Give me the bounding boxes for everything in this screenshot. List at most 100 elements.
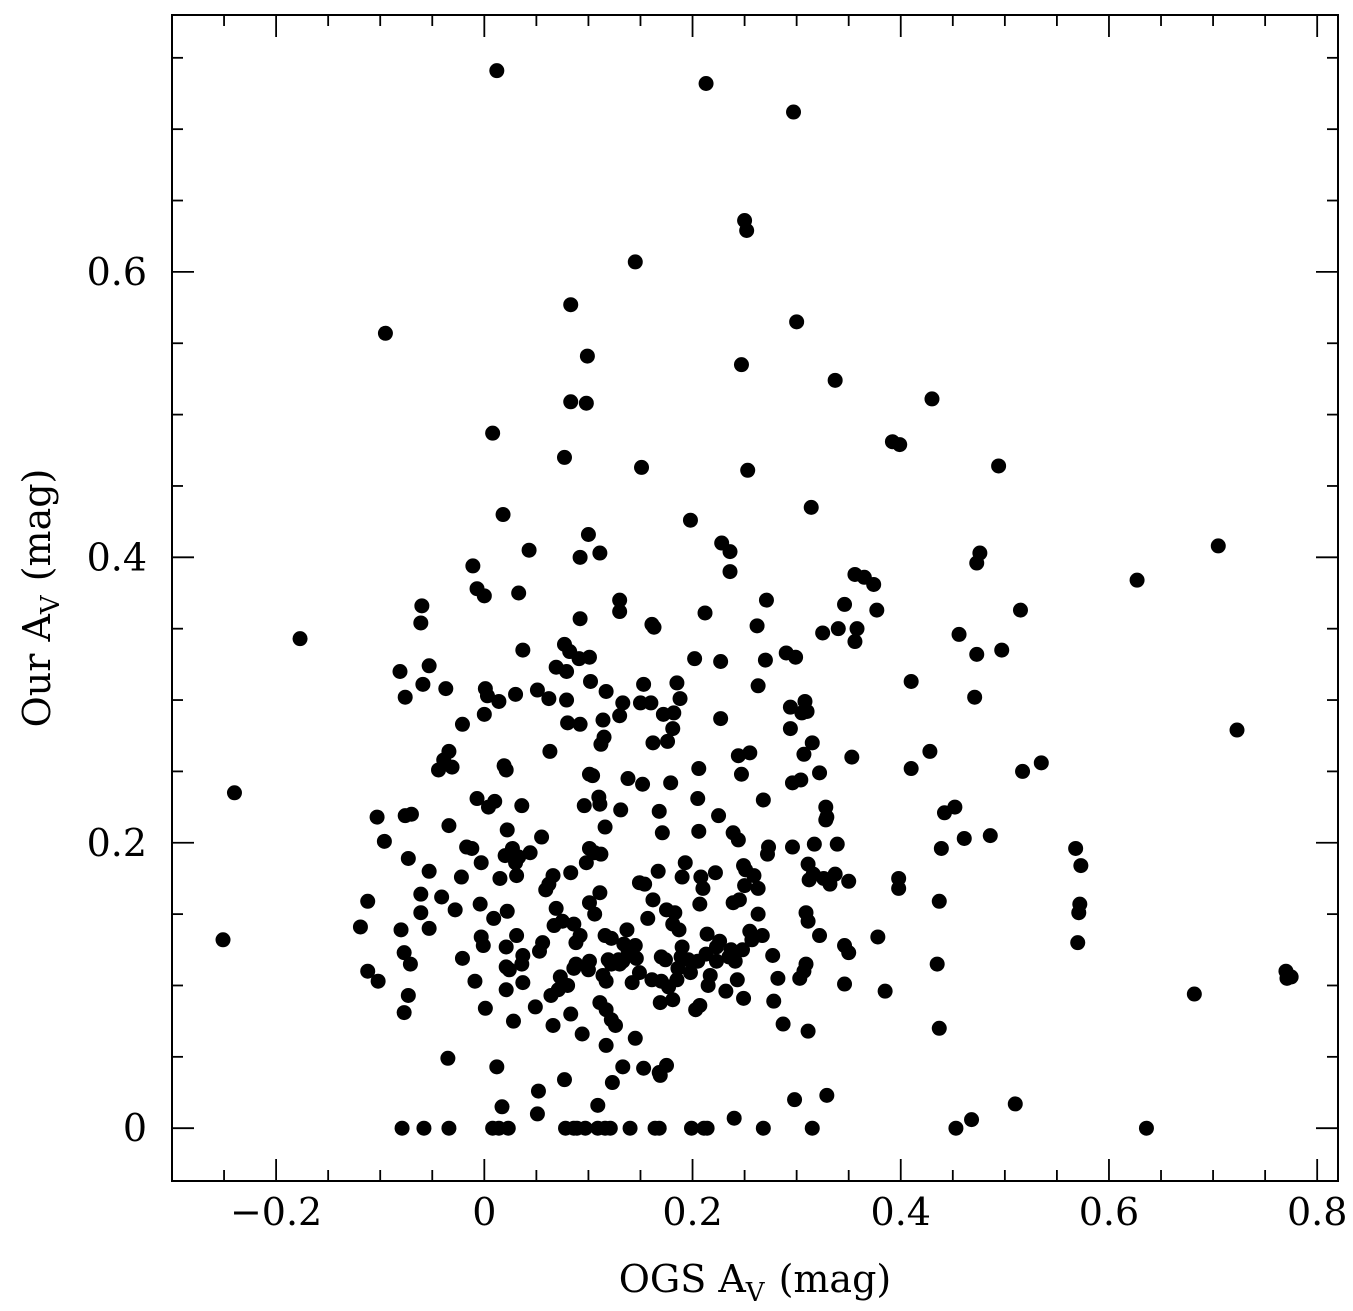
data-point xyxy=(572,611,588,627)
data-point xyxy=(951,626,967,642)
x-tick-label: 0.2 xyxy=(662,1190,722,1234)
data-point xyxy=(485,425,501,441)
data-point xyxy=(597,819,613,835)
data-point xyxy=(592,545,608,561)
data-point xyxy=(529,682,545,698)
data-point xyxy=(352,919,368,935)
data-point xyxy=(515,642,531,658)
data-point xyxy=(572,716,588,732)
data-point xyxy=(956,830,972,846)
data-point xyxy=(501,962,517,978)
y-axis-label: Our AV (mag) xyxy=(15,469,66,728)
data-point xyxy=(700,977,716,993)
data-point xyxy=(563,1006,579,1022)
data-point xyxy=(441,1120,457,1136)
data-point xyxy=(475,938,491,954)
data-point xyxy=(726,1110,742,1126)
data-point xyxy=(492,870,508,886)
data-point xyxy=(392,663,408,679)
data-point xyxy=(891,880,907,896)
data-point xyxy=(620,771,636,787)
data-point xyxy=(657,952,673,968)
data-point xyxy=(473,855,489,871)
data-point xyxy=(634,459,650,475)
data-point xyxy=(376,833,392,849)
data-point xyxy=(870,929,886,945)
data-point xyxy=(454,950,470,966)
data-point xyxy=(652,995,668,1011)
data-point xyxy=(499,822,515,838)
data-point xyxy=(508,686,524,702)
x-axis-label-unit: (mag) xyxy=(779,1257,892,1301)
data-point xyxy=(903,761,919,777)
data-point xyxy=(877,983,893,999)
data-point xyxy=(663,775,679,791)
data-point xyxy=(370,973,386,989)
data-point xyxy=(632,695,648,711)
data-point xyxy=(742,745,758,761)
data-point xyxy=(699,1120,715,1136)
data-point xyxy=(486,910,502,926)
data-point xyxy=(464,840,480,856)
data-point xyxy=(612,956,628,972)
data-point xyxy=(627,254,643,270)
data-point xyxy=(731,892,747,908)
data-point xyxy=(796,746,812,762)
data-point xyxy=(476,706,492,722)
data-point xyxy=(560,715,576,731)
data-point xyxy=(590,1097,606,1113)
data-point xyxy=(672,691,688,707)
data-point xyxy=(1073,858,1089,874)
data-point xyxy=(660,733,676,749)
data-point xyxy=(750,906,766,922)
data-point xyxy=(775,1016,791,1032)
data-point xyxy=(577,1120,593,1136)
data-point xyxy=(477,1000,493,1016)
data-point xyxy=(581,895,597,911)
data-point xyxy=(581,649,597,665)
data-point xyxy=(414,598,430,614)
axis-ticks xyxy=(171,15,1338,1181)
data-point xyxy=(393,922,409,938)
data-point xyxy=(394,1120,410,1136)
data-point xyxy=(441,818,457,834)
data-point xyxy=(924,391,940,407)
data-point xyxy=(711,808,727,824)
data-point xyxy=(690,791,706,807)
data-point xyxy=(598,683,614,699)
data-point xyxy=(530,1083,546,1099)
data-point xyxy=(545,1017,561,1033)
data-point xyxy=(421,920,437,936)
data-point xyxy=(799,703,815,719)
data-point xyxy=(619,922,635,938)
data-point xyxy=(515,975,531,991)
data-point xyxy=(593,846,609,862)
data-point xyxy=(803,499,819,515)
data-point xyxy=(576,798,592,814)
data-point xyxy=(1068,840,1084,856)
data-point xyxy=(1210,538,1226,554)
data-point xyxy=(402,956,418,972)
data-point xyxy=(453,869,469,885)
data-point xyxy=(687,651,703,667)
data-point xyxy=(514,798,530,814)
data-point xyxy=(1283,969,1299,985)
data-point xyxy=(563,394,579,410)
data-point xyxy=(566,960,582,976)
data-point xyxy=(646,619,662,635)
data-point xyxy=(598,973,614,989)
data-point xyxy=(546,918,562,934)
data-point xyxy=(400,850,416,866)
data-point xyxy=(560,977,576,993)
data-point xyxy=(708,953,724,969)
data-point xyxy=(922,743,938,759)
data-point xyxy=(580,962,596,978)
data-point xyxy=(556,1072,572,1088)
data-point xyxy=(566,916,582,932)
data-point xyxy=(548,900,564,916)
data-point xyxy=(636,1060,652,1076)
data-point xyxy=(722,564,738,580)
data-point xyxy=(487,793,503,809)
data-point xyxy=(669,675,685,691)
data-point xyxy=(844,749,860,765)
